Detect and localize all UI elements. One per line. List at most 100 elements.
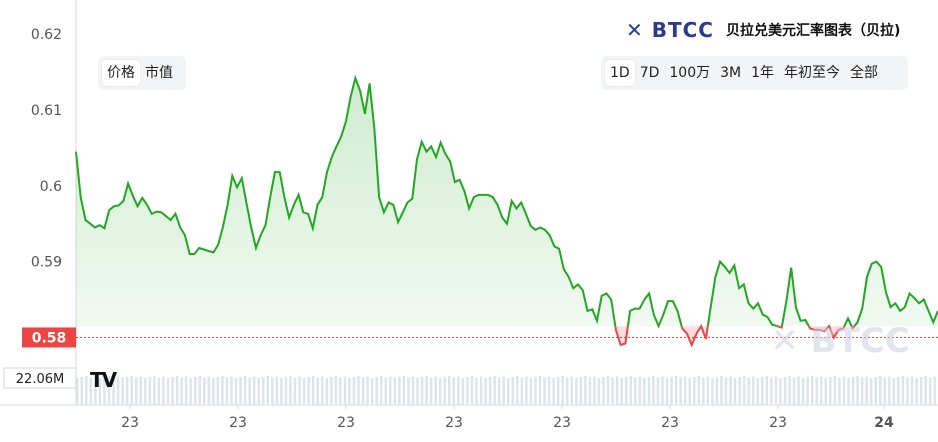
volume-bar — [906, 377, 909, 405]
tradingview-logo[interactable]: TV — [90, 368, 117, 392]
volume-bar — [507, 378, 510, 405]
range-1y[interactable]: 1年 — [751, 65, 775, 81]
volume-bar — [897, 377, 900, 405]
range-ytd[interactable]: 年初至今 — [784, 65, 841, 81]
volume-bar — [407, 377, 410, 405]
range-1m[interactable]: 100万 — [669, 65, 711, 81]
volume-bar — [243, 376, 247, 405]
volume-bar — [611, 377, 614, 405]
volume-bar — [225, 377, 229, 405]
volume-bar — [98, 378, 102, 405]
volume-bar — [475, 377, 478, 405]
data-point — [492, 197, 493, 198]
volume-bar — [729, 376, 732, 405]
volume-bar — [556, 377, 560, 405]
volume-bar — [488, 377, 492, 405]
data-point — [881, 266, 882, 267]
data-point — [625, 343, 626, 344]
data-point — [227, 204, 228, 205]
data-point — [663, 314, 664, 315]
data-point — [530, 225, 531, 226]
data-point — [127, 183, 128, 184]
volume-bar — [125, 377, 129, 405]
x-tick-label: 23 — [661, 415, 679, 431]
volume-bar — [443, 377, 446, 405]
data-point — [767, 316, 768, 317]
volume-bar — [393, 378, 397, 405]
volume-bar — [144, 378, 147, 405]
btcc-logo[interactable]: ✕ BTCC — [626, 18, 714, 42]
data-point — [577, 284, 578, 285]
volume-bar — [888, 376, 891, 405]
volume-bar — [879, 376, 882, 405]
volume-bar — [166, 378, 170, 405]
data-point — [265, 225, 266, 226]
tab-price[interactable]: 价格 — [102, 60, 140, 86]
range-1d[interactable]: 1D — [605, 60, 635, 86]
current-price-badge — [22, 327, 76, 348]
volume-bar — [915, 378, 918, 405]
data-point — [109, 209, 110, 210]
volume-bar — [89, 377, 93, 405]
data-point — [322, 197, 323, 198]
volume-bar — [634, 377, 637, 405]
volume-bar — [761, 377, 764, 405]
volume-bar — [593, 376, 596, 405]
range-3m[interactable]: 3M — [720, 65, 742, 81]
chart-header: ✕ BTCC 贝拉兑美元汇率图表（贝拉) — [626, 18, 900, 42]
data-point — [142, 197, 143, 198]
volume-bar — [597, 378, 601, 405]
range-all[interactable]: 全部 — [850, 65, 879, 81]
data-point — [75, 151, 76, 152]
volume-bar — [379, 376, 383, 405]
volume-bar — [434, 376, 437, 405]
volume-bar — [271, 377, 274, 405]
y-tick-label: 0.59 — [31, 255, 62, 271]
volume-bar — [284, 377, 288, 405]
data-point — [715, 276, 716, 277]
data-point — [236, 187, 237, 188]
data-point — [440, 142, 441, 143]
volume-bar — [221, 376, 224, 405]
data-point — [743, 284, 744, 285]
volume-bar — [479, 376, 483, 405]
volume-bar — [525, 376, 528, 405]
data-point — [871, 263, 872, 264]
data-point — [369, 83, 370, 84]
data-point — [132, 195, 133, 196]
volume-bar — [171, 377, 174, 405]
chart-title: 贝拉兑美元汇率图表（贝拉) — [725, 23, 901, 39]
volume-bar — [579, 377, 583, 405]
volume-bar — [466, 377, 469, 405]
data-point — [407, 202, 408, 203]
data-point — [620, 344, 621, 345]
volume-bar — [398, 377, 401, 405]
volume-bar — [348, 378, 351, 405]
x-tick-label: 23 — [553, 415, 571, 431]
data-point — [184, 234, 185, 235]
data-point — [469, 208, 470, 209]
data-point — [255, 247, 256, 248]
data-point — [331, 156, 332, 157]
y-tick-label: 0.6 — [40, 179, 62, 195]
data-point — [738, 288, 739, 289]
data-point — [397, 222, 398, 223]
volume-bar — [847, 378, 850, 405]
volume-bar — [130, 376, 133, 405]
data-point — [502, 217, 503, 218]
data-point — [199, 247, 200, 248]
data-point — [682, 328, 683, 329]
data-point — [175, 213, 176, 214]
data-point — [260, 234, 261, 235]
data-point — [217, 244, 218, 245]
volume-bar — [756, 378, 760, 405]
data-point — [123, 200, 124, 201]
volume-bar — [606, 376, 610, 405]
tab-market-cap[interactable]: 市值 — [145, 65, 173, 81]
data-point — [80, 197, 81, 198]
range-7d[interactable]: 7D — [639, 65, 660, 81]
volume-bar — [629, 376, 632, 405]
data-point — [558, 248, 559, 249]
data-point — [554, 246, 555, 247]
volume-bar — [529, 378, 533, 405]
